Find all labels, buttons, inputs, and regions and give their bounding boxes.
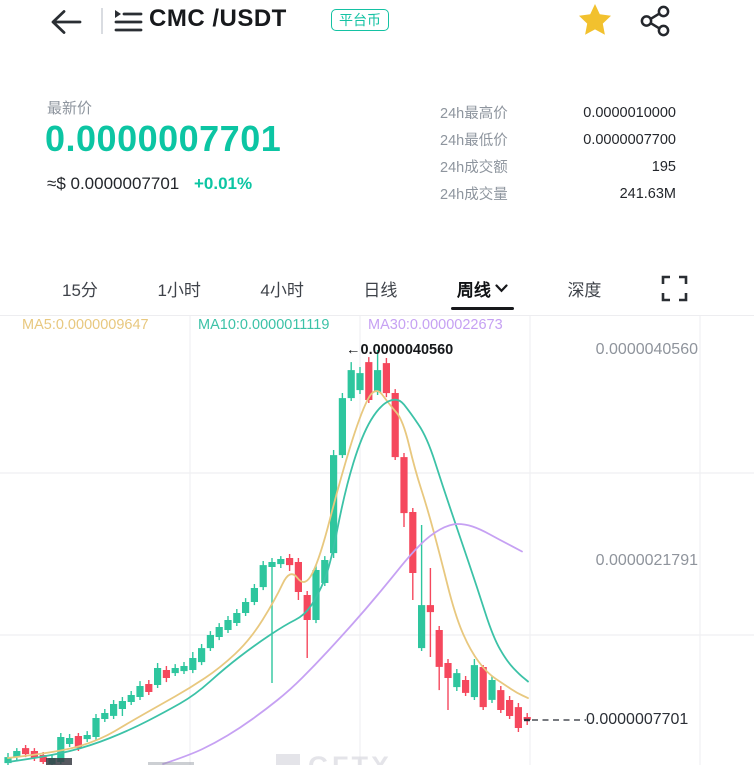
stat-value: 0.0000010000 [583, 104, 676, 121]
interval-tabs: 15分 1小时 4小时 日线 周线 深度 [0, 262, 754, 316]
back-arrow-icon[interactable] [46, 2, 84, 42]
tab-日线[interactable]: 日线 [363, 281, 398, 300]
watermark-logo: GFTX [276, 751, 392, 765]
latest-price-value: 0.0000007701 [45, 118, 282, 159]
tab-1小时[interactable]: 1小时 [157, 281, 201, 300]
y-axis-label: 0.0000040560 [595, 341, 698, 358]
tab-周线[interactable]: 周线 [450, 262, 514, 315]
header-bar: CMC /USDT 平台币 [0, 0, 754, 46]
ma-label-ma5: MA5:0.0000009647 [22, 317, 149, 333]
stat-label: 24h最高价 [440, 106, 508, 122]
fullscreen-icon[interactable] [661, 262, 688, 315]
stat-value: 0.0000007700 [583, 131, 676, 148]
fiat-approx-value: ≈$ 0.0000007701 [47, 174, 180, 193]
tab-15分[interactable]: 15分 [62, 281, 98, 300]
pairs-list-icon[interactable] [112, 7, 144, 37]
stat-row: 24h最高价 0.0000010000 [440, 99, 676, 126]
header-divider [101, 8, 103, 34]
ma-label-ma30: MA30:0.0000022673 [368, 317, 503, 333]
stat-row: 24h最低价 0.0000007700 [440, 126, 676, 153]
ma-label-ma10: MA10:0.0000011119 [198, 317, 330, 333]
stat-label: 24h成交量 [440, 187, 508, 203]
last-price-label: 0.0000007701 [586, 711, 689, 729]
change-percent: +0.01% [193, 174, 253, 193]
tab-深度[interactable]: 深度 [567, 281, 602, 300]
pair-title: CMC /USDT [149, 5, 287, 32]
stat-row: 24h成交量 241.63M [440, 180, 676, 207]
stat-label: 24h成交额 [440, 160, 508, 176]
chevron-down-icon [495, 284, 508, 293]
left-arrow-glyph: ← [346, 342, 361, 358]
fiat-approx-row: ≈$ 0.0000007701 +0.01% [47, 174, 252, 194]
max-price-annotation: ←0.0000040560 [346, 342, 454, 358]
stat-value: 195 [651, 158, 676, 175]
stat-value: 241.63M [619, 185, 676, 202]
y-axis-label: 0.0000021791 [595, 552, 698, 570]
tab-4小时[interactable]: 4小时 [260, 281, 304, 300]
latest-price-label: 最新价 [47, 100, 93, 117]
share-icon[interactable] [638, 3, 672, 39]
platform-coin-badge: 平台币 [331, 9, 389, 31]
watermark-square [276, 754, 300, 765]
stat-label: 24h最低价 [440, 133, 508, 149]
stat-row: 24h成交额 195 [440, 153, 676, 180]
favorite-star-icon[interactable] [576, 1, 614, 39]
stats-panel: 24h最高价 0.0000010000 24h最低价 0.0000007700 24… [440, 99, 676, 207]
